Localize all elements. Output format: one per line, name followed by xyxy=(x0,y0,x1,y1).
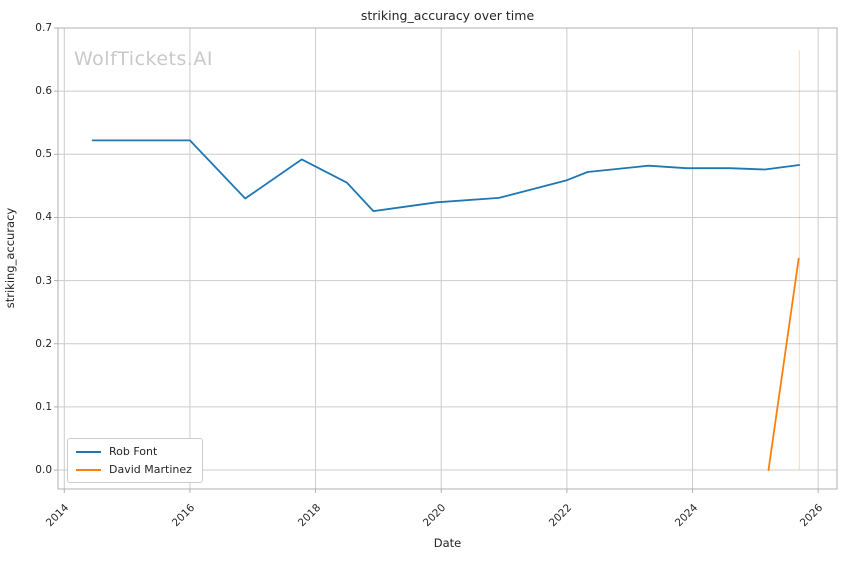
series-line-david-martinez xyxy=(767,257,800,472)
axes-frame xyxy=(57,27,838,490)
y-tick-label: 0.7 xyxy=(35,22,52,34)
legend-line-swatch xyxy=(76,450,101,453)
x-axis-label: Date xyxy=(433,536,462,550)
y-tick-label: 0.0 xyxy=(35,464,52,477)
y-tick-label: 0.2 xyxy=(35,337,52,350)
y-tick-label: 0.6 xyxy=(35,85,52,98)
series-line-rob-font xyxy=(91,139,801,213)
legend-line-swatch xyxy=(76,468,101,471)
legend: Rob Font David Martinez xyxy=(67,438,203,483)
y-tick-label: 0.3 xyxy=(35,274,52,287)
legend-item: David Martinez xyxy=(76,463,192,476)
legend-label: David Martinez xyxy=(109,463,192,476)
y-tick-label: 0.5 xyxy=(35,148,52,161)
chart-title: striking_accuracy over time xyxy=(360,8,535,23)
y-axis-label: striking_accuracy xyxy=(3,207,17,309)
legend-item: Rob Font xyxy=(76,445,192,458)
y-tick-label: 0.1 xyxy=(35,400,52,413)
y-tick-label: 0.4 xyxy=(35,211,52,224)
watermark: WolfTickets.AI xyxy=(74,48,214,70)
legend-label: Rob Font xyxy=(109,445,158,458)
